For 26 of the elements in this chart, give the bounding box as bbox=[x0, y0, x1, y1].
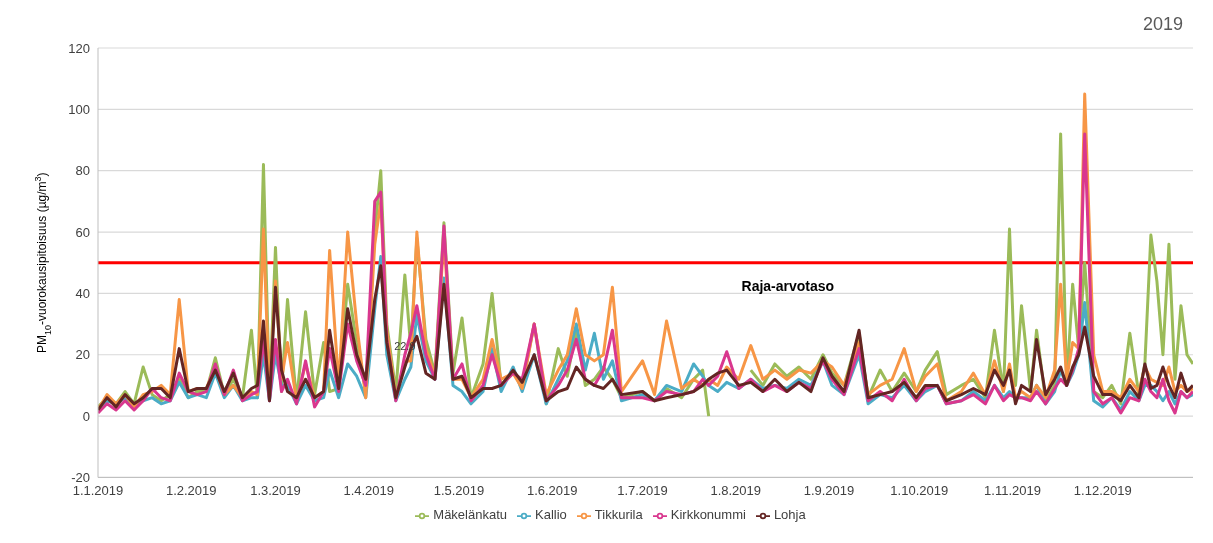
x-tick-label: 1.2.2019 bbox=[165, 482, 217, 498]
x-tick-label: 1.4.2019 bbox=[343, 482, 395, 498]
legend-label: Lohja bbox=[773, 507, 806, 523]
legend-label: Kallio bbox=[535, 507, 567, 523]
y-tick-label: 20 bbox=[75, 347, 90, 363]
annotation: 22.9 bbox=[394, 339, 416, 352]
y-tick-label: 60 bbox=[75, 224, 90, 240]
y-tick-label: 0 bbox=[82, 408, 90, 424]
legend-label: Kirkkonummi bbox=[670, 507, 746, 523]
y-tick-label: 80 bbox=[75, 163, 90, 179]
ref-line-label: Raja-arvotaso bbox=[741, 277, 835, 294]
y-tick-label: 40 bbox=[75, 286, 90, 302]
x-tick-label: 1.8.2019 bbox=[710, 482, 762, 498]
legend-label: Mäkelänkatu bbox=[433, 507, 508, 523]
y-tick-label: 100 bbox=[68, 101, 90, 117]
legend-label: Tikkurila bbox=[594, 507, 643, 523]
x-tick-label: 1.3.2019 bbox=[250, 482, 301, 498]
x-tick-label: 1.12.2019 bbox=[1073, 482, 1132, 498]
chart-title: 2019 bbox=[1142, 14, 1183, 35]
x-tick-label: 1.7.2019 bbox=[617, 482, 668, 498]
x-tick-label: 1.5.2019 bbox=[433, 482, 485, 498]
x-tick-label: 1.11.2019 bbox=[984, 482, 1041, 498]
x-tick-label: 1.9.2019 bbox=[803, 482, 855, 498]
x-tick-label: 1.10.2019 bbox=[890, 482, 949, 498]
y-tick-label: 120 bbox=[68, 40, 90, 56]
x-tick-label: 1.6.2019 bbox=[526, 482, 578, 498]
